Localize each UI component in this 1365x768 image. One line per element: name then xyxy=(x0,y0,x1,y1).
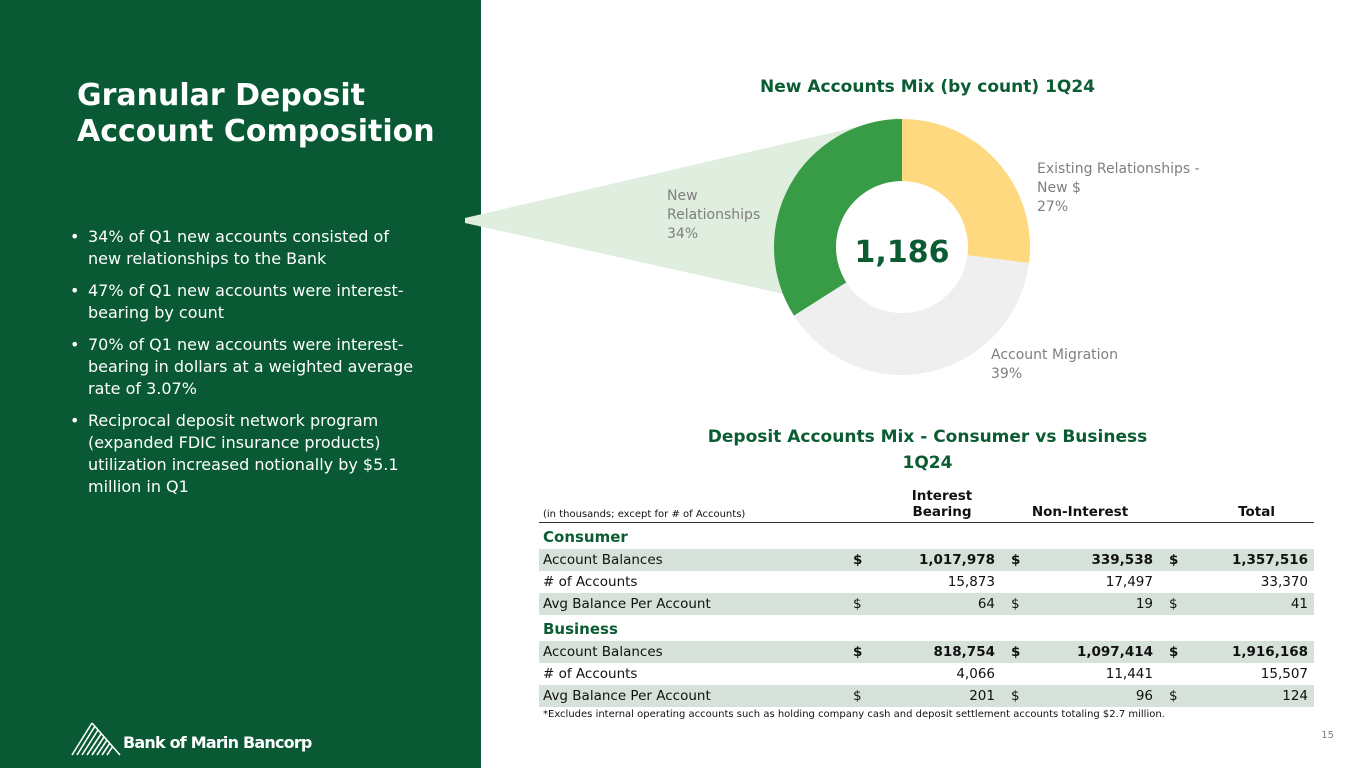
slice-label-line: Account Migration xyxy=(991,347,1118,363)
bullet-item: 47% of Q1 new accounts were interest-bea… xyxy=(70,280,420,324)
table-title-line-2: 1Q24 xyxy=(902,453,953,473)
cell-value: 1,097,414 xyxy=(1031,641,1159,663)
table-row: Avg Balance Per Account $64 $19 $41 xyxy=(539,593,1315,615)
cell-value: 33,370 xyxy=(1260,574,1309,590)
currency-symbol: $ xyxy=(843,641,873,663)
slice-value-label: 34% xyxy=(667,226,699,242)
bullet-item: 70% of Q1 new accounts were interest-bea… xyxy=(70,334,420,400)
currency-symbol: $ xyxy=(1159,593,1189,615)
bullet-item: Reciprocal deposit network program (expa… xyxy=(70,410,420,498)
cell-value: 15,507 xyxy=(1260,666,1309,682)
cell-value: 64 xyxy=(873,593,1001,615)
cell-value: 17,497 xyxy=(1105,574,1153,590)
cell-value: 1,916,168 xyxy=(1189,641,1315,663)
currency-symbol: $ xyxy=(1001,685,1031,707)
currency-symbol: $ xyxy=(1159,641,1189,663)
cell-value: 1,017,978 xyxy=(873,549,1001,571)
deposit-accounts-table: (in thousands; except for # of Accounts)… xyxy=(539,488,1315,707)
slice-label-migration: Account Migration 39% xyxy=(991,346,1118,384)
donut-chart: 1,186 xyxy=(465,117,1030,375)
slide-title: Granular Deposit Account Composition xyxy=(77,78,457,150)
page-number: 15 xyxy=(1321,730,1334,741)
section-label: Business xyxy=(543,620,618,638)
logo-text: Bank of Marin Bancorp xyxy=(123,733,312,752)
cell-value: 96 xyxy=(1031,685,1159,707)
footnote: *Excludes internal operating accounts su… xyxy=(543,709,1165,720)
slice-new-relationships xyxy=(774,119,902,316)
currency-symbol xyxy=(1001,663,1031,685)
currency-symbol xyxy=(843,663,873,685)
currency-symbol xyxy=(1159,571,1189,593)
cell-value: 19 xyxy=(1031,593,1159,615)
cell-value: 4,066 xyxy=(956,666,995,682)
table-row: # of Accounts 4,066 11,441 15,507 xyxy=(539,663,1314,685)
currency-symbol: $ xyxy=(1001,641,1031,663)
table-row: # of Accounts 15,873 17,497 33,370 xyxy=(539,571,1314,593)
slice-label-line: New $ xyxy=(1037,180,1081,196)
cell-value: 1,357,516 xyxy=(1189,549,1315,571)
slice-label-new: New Relationships 34% xyxy=(667,187,760,244)
donut-center-value: 1,186 xyxy=(855,235,950,270)
currency-symbol xyxy=(1159,663,1189,685)
table-body: Consumer Account Balances $1,017,978 $339,5… xyxy=(539,523,1315,707)
table-header-row: (in thousands; except for # of Accounts)… xyxy=(539,488,1315,523)
slice-account-migration xyxy=(793,255,1029,375)
section-header-row: Consumer xyxy=(539,523,1314,550)
table-row: Avg Balance Per Account $201 $96 $124 xyxy=(539,685,1315,707)
cell-value: 339,538 xyxy=(1031,549,1159,571)
cell-value: 818,754 xyxy=(873,641,1001,663)
cell-value: 124 xyxy=(1189,685,1315,707)
units-note: (in thousands; except for # of Accounts) xyxy=(539,488,843,523)
row-label: Avg Balance Per Account xyxy=(539,593,843,615)
mountain-logo-icon xyxy=(71,722,121,756)
currency-symbol: $ xyxy=(1001,593,1031,615)
currency-symbol: $ xyxy=(1001,549,1031,571)
slice-value-label: 27% xyxy=(1037,199,1069,215)
cell-value: 41 xyxy=(1189,593,1315,615)
column-header: Non-Interest xyxy=(1001,488,1159,523)
column-header: Total xyxy=(1159,488,1315,523)
currency-symbol: $ xyxy=(1159,549,1189,571)
table-row: Account Balances $818,754 $1,097,414 $1,916… xyxy=(539,641,1315,663)
row-label: Account Balances xyxy=(539,549,843,571)
cell-value: 11,441 xyxy=(1105,666,1153,682)
slide-title-line-2: Account Composition xyxy=(77,114,435,149)
row-label: # of Accounts xyxy=(543,666,638,682)
currency-symbol: $ xyxy=(843,685,873,707)
cell-value: 201 xyxy=(873,685,1001,707)
currency-symbol xyxy=(1001,571,1031,593)
slice-value-label: 39% xyxy=(991,366,1023,382)
slice-existing-relationships xyxy=(902,119,1030,264)
currency-symbol: $ xyxy=(843,593,873,615)
section-label: Consumer xyxy=(543,528,628,546)
table-row: Account Balances $1,017,978 $339,538 $1,357… xyxy=(539,549,1315,571)
currency-symbol: $ xyxy=(843,549,873,571)
donut-slices xyxy=(774,119,1030,375)
column-header: Interest Bearing xyxy=(843,488,1001,523)
row-label: Account Balances xyxy=(539,641,843,663)
slice-label-line: New xyxy=(667,188,698,204)
cell-value: 15,873 xyxy=(947,574,995,590)
left-panel: Granular Deposit Account Composition 34%… xyxy=(0,0,481,768)
bullet-item: 34% of Q1 new accounts consisted of new … xyxy=(70,226,420,270)
table-title-line-1: Deposit Accounts Mix - Consumer vs Busin… xyxy=(707,427,1148,447)
row-label: Avg Balance Per Account xyxy=(539,685,843,707)
slice-label-line: Existing Relationships - xyxy=(1037,161,1200,177)
slice-label-line: Relationships xyxy=(667,207,761,223)
currency-symbol xyxy=(843,571,873,593)
section-header-row: Business xyxy=(539,615,1314,641)
currency-symbol: $ xyxy=(1159,685,1189,707)
chart-title: New Accounts Mix (by count) 1Q24 xyxy=(759,77,1096,97)
bullet-list: 34% of Q1 new accounts consisted of new … xyxy=(70,226,420,508)
row-label: # of Accounts xyxy=(543,574,638,590)
slice-label-existing: Existing Relationships - New $ 27% xyxy=(1037,160,1200,217)
slide-title-line-1: Granular Deposit xyxy=(77,78,365,113)
table-title: Deposit Accounts Mix - Consumer vs Busin… xyxy=(690,424,1165,476)
